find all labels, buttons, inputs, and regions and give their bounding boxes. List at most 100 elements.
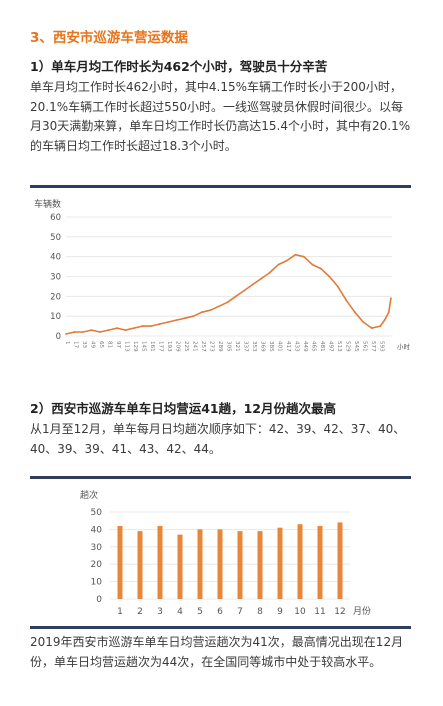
x-tick-label: 12 [334, 607, 345, 617]
x-tick-label: 353 [251, 341, 257, 352]
data-point [311, 263, 314, 266]
data-point [201, 311, 203, 314]
x-tick-label: 417 [285, 341, 291, 352]
data-point [235, 295, 237, 298]
bar [157, 525, 163, 599]
bar [177, 534, 183, 599]
x-tick-label: 577 [370, 341, 376, 352]
x-tick-label: 2 [137, 607, 143, 617]
data-point [141, 325, 144, 327]
data-point [65, 333, 67, 335]
subsection-1-title: 1）单车月均工作时长为462个小时，驾驶员十分辛苦 [30, 59, 328, 74]
data-point [192, 315, 195, 318]
hours-distribution-line-chart: 车辆数 0 10 20 30 40 50 60 1 17 33 49 65 81 97 113 129 145 16… [34, 198, 411, 352]
data-point [328, 275, 331, 278]
x-tick-label: 11 [314, 607, 325, 617]
y-tick-label: 40 [50, 253, 61, 263]
x-tick-label: 1 [117, 607, 123, 617]
x-tick-label: 6 [217, 607, 223, 617]
x-tick-label: 97 [115, 341, 121, 349]
x-tick-label: 497 [327, 341, 333, 352]
data-point [370, 327, 373, 329]
x-tick-label: 289 [217, 341, 223, 352]
data-point [82, 331, 84, 333]
x-tick-label: 305 [225, 341, 231, 352]
data-point [124, 329, 127, 331]
y-tick-label: 0 [56, 332, 61, 342]
y-tick-label: 20 [50, 292, 61, 302]
bar [297, 524, 303, 599]
data-point [302, 255, 305, 258]
y-tick-label: 10 [91, 578, 103, 588]
data-point [251, 283, 254, 286]
bar [137, 531, 143, 599]
x-tick-label: 465 [310, 341, 316, 352]
data-point [336, 285, 339, 288]
paragraph-3: 2019年西安市巡游车单车日均营运趟次为41次，最高情况出现在12月份，单车日均… [30, 635, 404, 669]
divider-1 [30, 185, 411, 188]
y-tick-label: 30 [91, 543, 103, 553]
x-tick-label: 209 [174, 341, 180, 352]
bar [317, 525, 323, 599]
data-point [175, 319, 178, 322]
x-tick-label: 561 [361, 341, 367, 352]
data-point [285, 259, 288, 262]
section-title: 3、西安市巡游车营运数据 [30, 30, 188, 46]
data-point [150, 325, 152, 327]
x-tick-label: 113 [123, 341, 129, 352]
x-tick-label: 161 [149, 341, 155, 352]
x-tick-label: 17 [72, 341, 78, 349]
bar [337, 522, 343, 599]
x-tick-label: 9 [277, 607, 283, 617]
data-point [116, 327, 118, 329]
data-point [184, 317, 186, 320]
y-tick-label: 30 [50, 273, 61, 283]
x-tick-label: 225 [183, 341, 189, 352]
x-tick-label: 529 [344, 341, 350, 352]
x-tick-label: 449 [302, 341, 308, 352]
x-tick-label: 8 [257, 607, 263, 617]
x-tick-label: 337 [242, 341, 248, 352]
y-tick-label: 50 [50, 233, 61, 243]
series-line [65, 253, 392, 335]
x-tick-label: 5 [197, 607, 203, 617]
paragraph-1: 单车月均工作时长462小时，其中4.15%车辆工作时长小于200小时，20.1%… [30, 80, 411, 153]
x-tick-label: 81 [106, 341, 112, 349]
subsection-2-title: 2）西安市巡游车单车日均营运41趟，12月份趟次最高 [30, 401, 336, 416]
x-tick-label: 513 [336, 341, 342, 352]
y-tick-label: 20 [91, 560, 103, 570]
y-tick-label: 10 [50, 312, 61, 322]
x-tick-label: 129 [132, 341, 138, 352]
x-tick-label: 369 [259, 341, 265, 352]
divider-2 [30, 476, 411, 479]
y-axis-title: 趟次 [80, 489, 98, 501]
data-point [133, 327, 135, 329]
data-point [243, 289, 246, 292]
data-point [218, 305, 220, 308]
x-tick-label: 145 [140, 341, 146, 352]
x-tick-label: 193 [166, 341, 172, 352]
x-tick-label: 177 [157, 341, 163, 352]
x-tick-label: 545 [353, 341, 359, 352]
bar [257, 531, 263, 599]
x-tick-label: 433 [293, 341, 299, 352]
data-point [167, 321, 169, 324]
x-tick-label: 4 [177, 607, 183, 617]
data-point [226, 301, 229, 304]
data-point [99, 331, 101, 333]
x-tick-label: 10 [294, 607, 306, 617]
x-tick-label: 385 [268, 341, 274, 352]
x-axis-unit: 月份 [353, 605, 371, 617]
data-point [353, 311, 356, 314]
data-point [268, 271, 271, 274]
data-point [319, 267, 322, 270]
x-tick-label: 33 [81, 341, 87, 349]
bar [117, 525, 123, 599]
x-tick-label: 257 [200, 341, 206, 352]
data-point [383, 319, 386, 322]
y-tick-label: 60 [50, 213, 61, 223]
x-tick-label: 1 [64, 341, 70, 345]
y-tick-label: 50 [91, 508, 103, 518]
bar [197, 529, 203, 599]
data-point [345, 299, 348, 302]
